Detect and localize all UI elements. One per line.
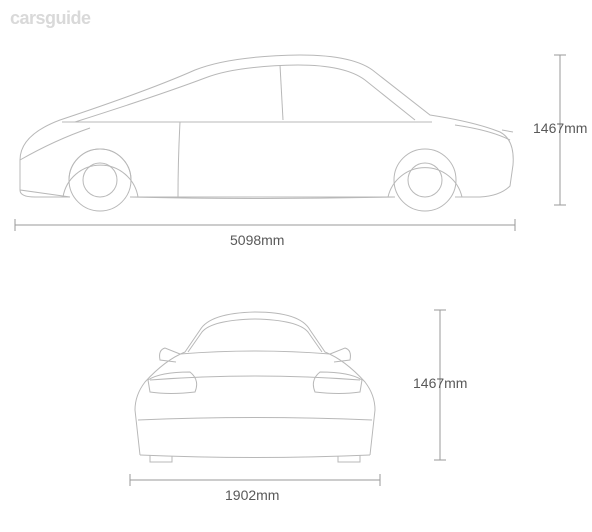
side-view	[20, 55, 513, 211]
front-view	[135, 312, 375, 462]
drawing-svg	[0, 0, 592, 532]
dim-side-length	[15, 219, 515, 231]
diagram-canvas: carsguide	[0, 0, 592, 532]
label-front-height: 1467mm	[413, 375, 467, 391]
dim-front-width	[130, 474, 380, 486]
label-side-length: 5098mm	[230, 232, 284, 248]
label-side-height: 1467mm	[533, 120, 587, 136]
label-front-width: 1902mm	[225, 487, 279, 503]
